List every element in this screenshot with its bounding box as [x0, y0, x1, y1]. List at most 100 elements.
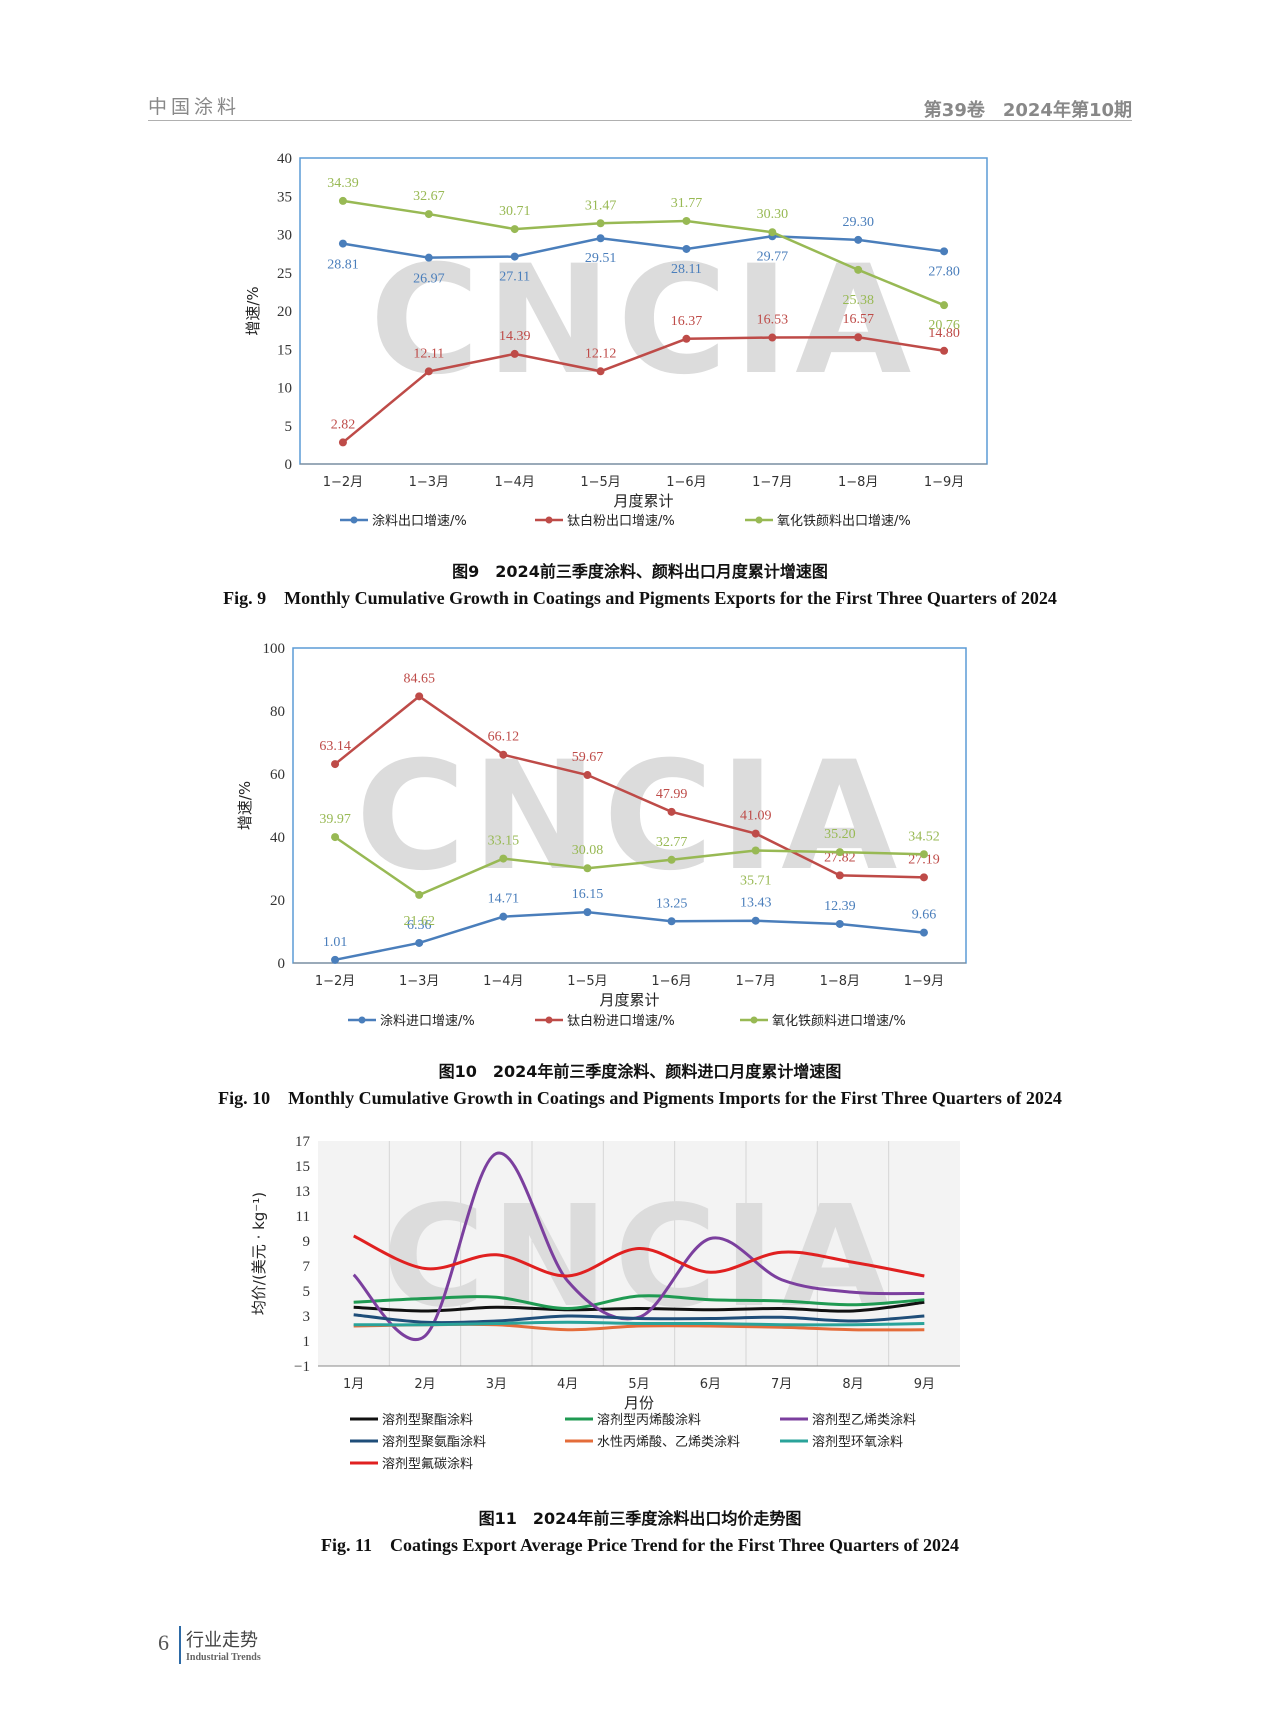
- data-label: 32.77: [656, 835, 688, 850]
- x-tick-label: 7月: [771, 1377, 792, 1392]
- section-name-cn: 行业走势: [186, 1630, 258, 1651]
- y-tick-label: 0: [285, 457, 293, 473]
- data-point: [751, 846, 760, 855]
- data-label: 12.39: [824, 899, 856, 914]
- legend-label: 溶剂型氟碳涂料: [382, 1456, 473, 1472]
- fig11-caption-cn: 图11 2024年前三季度涂料出口均价走势图: [478, 1509, 802, 1528]
- data-label: 29.51: [585, 251, 617, 266]
- legend-label: 水性丙烯酸、乙烯类涂料: [597, 1434, 740, 1450]
- x-tick-label: 1−8月: [838, 475, 878, 490]
- y-tick-label: 3: [303, 1309, 311, 1325]
- data-point: [331, 955, 340, 964]
- y-tick-label: 100: [263, 641, 286, 657]
- data-label: 34.52: [908, 829, 940, 844]
- x-axis-title: 月度累计: [599, 991, 659, 1009]
- data-label: 13.43: [740, 896, 772, 911]
- y-tick-label: 9: [303, 1234, 311, 1250]
- section-name-en: Industrial Trends: [186, 1652, 261, 1663]
- y-tick-label: 40: [277, 151, 292, 167]
- y-tick-label: 35: [277, 189, 292, 205]
- data-point: [768, 333, 777, 342]
- y-tick-label: 5: [303, 1284, 311, 1300]
- legend-marker: [350, 516, 358, 524]
- data-label: 14.71: [488, 892, 520, 907]
- x-tick-label: 1−4月: [483, 974, 523, 989]
- data-label: 16.53: [757, 313, 789, 328]
- data-label: 34.39: [327, 176, 359, 191]
- import-growth-chart: CNCIA 0 20 40 60 80 100 1−2月 1−3月 1−4月 1−5月 1−6月 1−7…: [236, 641, 967, 1029]
- data-point: [596, 367, 605, 376]
- x-tick-label: 8月: [842, 1377, 863, 1392]
- y-axis-title: 增速/%: [244, 286, 262, 335]
- data-point: [596, 234, 605, 243]
- data-point: [854, 235, 863, 244]
- data-label: 16.15: [572, 887, 604, 902]
- footer-divider: [179, 1626, 181, 1664]
- legend-label: 氧化铁颜料出口增速/%: [777, 513, 911, 529]
- data-label: 30.08: [572, 843, 604, 858]
- x-tick-label: 9月: [914, 1377, 935, 1392]
- data-point: [854, 333, 863, 342]
- fig9-caption-en: Fig. 9 Monthly Cumulative Growth in Coat…: [223, 588, 1057, 608]
- data-label: 30.71: [499, 204, 531, 219]
- y-axis-title: 增速/%: [236, 781, 254, 830]
- x-tick-label: 1−5月: [567, 974, 607, 989]
- y-tick-label: 15: [277, 342, 292, 358]
- data-point: [854, 265, 863, 274]
- x-tick-label: 1−4月: [494, 475, 534, 490]
- data-label: 29.30: [842, 215, 874, 230]
- x-tick-label: 1−7月: [752, 475, 792, 490]
- x-tick-label: 1−3月: [409, 475, 449, 490]
- data-point: [424, 253, 433, 262]
- y-axis-title: 均价/(美元 · kg⁻¹): [250, 1192, 268, 1315]
- y-tick-label: 1: [303, 1334, 311, 1350]
- data-label: 21.62: [403, 914, 435, 929]
- series-line: [353, 1294, 925, 1311]
- y-tick-label: 17: [295, 1134, 311, 1150]
- legend-marker: [750, 1016, 758, 1024]
- x-tick-label: 6月: [700, 1377, 721, 1392]
- data-label: 28.81: [327, 258, 359, 273]
- series-line: [342, 235, 945, 259]
- data-point: [682, 244, 691, 253]
- data-point: [940, 247, 949, 256]
- y-tick-label: −1: [294, 1359, 310, 1375]
- data-point: [919, 850, 928, 859]
- data-label: 27.82: [824, 850, 856, 865]
- data-point: [751, 916, 760, 925]
- data-label: 1.01: [323, 935, 348, 950]
- data-point: [499, 912, 508, 921]
- data-label: 31.47: [585, 198, 617, 213]
- x-tick-label: 1−5月: [580, 475, 620, 490]
- data-point: [682, 216, 691, 225]
- y-tick-label: 0: [278, 956, 286, 972]
- legend-label: 溶剂型丙烯酸涂料: [597, 1412, 701, 1428]
- data-label: 14.80: [928, 326, 960, 341]
- data-label: 63.14: [319, 739, 351, 754]
- data-label: 35.20: [824, 827, 856, 842]
- series-line: [352, 1151, 925, 1341]
- data-label: 35.71: [740, 874, 772, 889]
- x-tick-label: 3月: [486, 1377, 507, 1392]
- data-label: 47.99: [656, 787, 688, 802]
- legend-label: 钛白粉出口增速/%: [567, 513, 675, 529]
- legend-label: 溶剂型聚酯涂料: [382, 1412, 473, 1428]
- data-point: [919, 873, 928, 882]
- data-label: 2.82: [331, 417, 356, 432]
- legend-label: 溶剂型乙烯类涂料: [812, 1412, 916, 1428]
- data-point: [940, 346, 949, 355]
- data-point: [835, 848, 844, 857]
- y-tick-label: 30: [277, 228, 292, 244]
- data-point: [583, 771, 592, 780]
- data-label: 9.66: [912, 908, 937, 923]
- data-point: [919, 928, 928, 937]
- legend-label: 氧化铁颜料进口增速/%: [772, 1013, 906, 1029]
- data-point: [499, 854, 508, 863]
- y-tick-label: 13: [295, 1184, 310, 1200]
- data-label: 25.38: [842, 293, 874, 308]
- y-tick-label: 10: [277, 381, 292, 397]
- fig9-caption-cn: 图9 2024前三季度涂料、颜料出口月度累计增速图: [452, 562, 828, 581]
- data-label: 6.36: [407, 918, 432, 933]
- data-label: 13.25: [656, 896, 688, 911]
